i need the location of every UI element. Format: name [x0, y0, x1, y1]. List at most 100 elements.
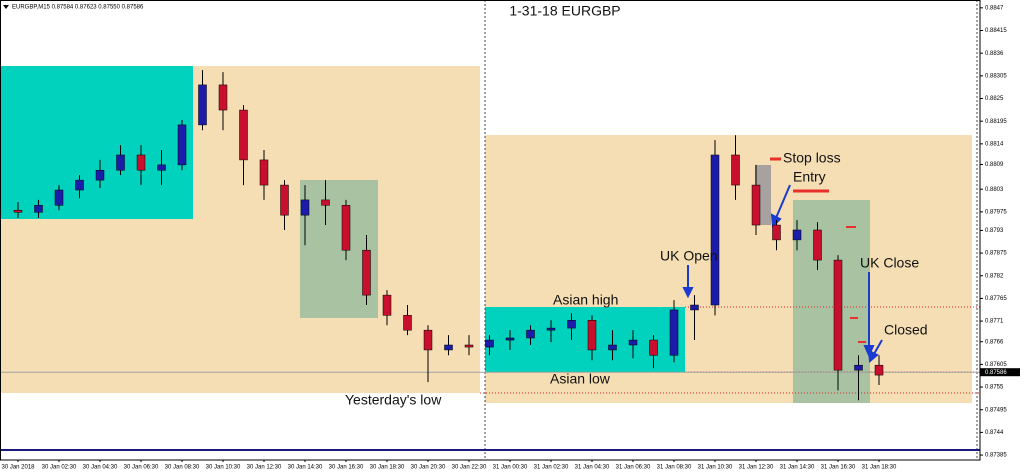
y-tick-label: 0.8744	[985, 430, 1004, 436]
current-price-label: 0.87586	[985, 370, 1007, 376]
annotation: Yesterday's low	[345, 392, 442, 408]
candle-body	[116, 154, 125, 171]
y-tick-label: 0.87975	[985, 209, 1007, 215]
candle-body	[628, 339, 638, 346]
candle-body	[608, 344, 617, 351]
candle-body	[54, 189, 64, 206]
x-tick-label: 30 Jan 02:30	[42, 465, 77, 471]
candle-body	[792, 229, 802, 241]
x-tick-label: 30 Jan 18:30	[370, 465, 405, 471]
x-tick-label: 30 Jan 08:30	[165, 465, 200, 471]
annotation: UK Close	[860, 255, 919, 271]
arrowhead	[867, 349, 879, 364]
x-tick-label: 31 Jan 02:30	[534, 465, 569, 471]
candle-body	[177, 124, 187, 166]
candle-body	[300, 199, 310, 216]
candle-body	[669, 309, 679, 356]
y-tick-label: 0.8793	[985, 228, 1004, 234]
candle-body	[157, 164, 166, 171]
candle-body	[874, 364, 884, 376]
x-tick-label: 31 Jan 04:30	[575, 465, 610, 471]
candle-body	[649, 339, 658, 356]
candle-body	[423, 329, 433, 351]
y-tick-label: 0.88195	[985, 119, 1007, 125]
x-tick-label: 31 Jan 00:30	[493, 465, 528, 471]
candle-body	[382, 294, 392, 316]
candle-body	[731, 154, 740, 186]
candle-body	[813, 229, 822, 261]
asian-session-prev	[0, 66, 193, 219]
chart-header: EURGBP,M15 0.87584 0.87623 0.87550 0.875…	[12, 5, 144, 11]
candle-body	[485, 339, 494, 348]
candle-body	[464, 344, 474, 348]
candle-body	[546, 327, 556, 331]
candle-body	[218, 84, 228, 111]
candle-body	[505, 337, 515, 341]
x-tick-label: 31 Jan 14:30	[780, 465, 815, 471]
candle-body	[526, 329, 535, 339]
annotation: Entry	[793, 169, 826, 185]
candle-body	[710, 154, 720, 306]
candle-body	[587, 320, 597, 351]
x-tick-label: 31 Jan 06:30	[616, 465, 651, 471]
candle-body	[239, 109, 248, 161]
candle-body	[95, 169, 105, 181]
y-tick-label: 0.8825	[985, 96, 1004, 102]
candle-body	[13, 209, 23, 213]
candle-body	[833, 259, 843, 371]
x-tick-label: 30 Jan 10:30	[206, 465, 241, 471]
y-tick-label: 0.8803	[985, 187, 1004, 193]
x-tick-label: 30 Jan 14:30	[288, 465, 323, 471]
candle-body	[567, 320, 576, 329]
asian-session	[485, 307, 685, 372]
y-tick-label: 0.87495	[985, 407, 1007, 413]
candle-body	[34, 205, 43, 213]
candle-body	[444, 344, 453, 351]
candle-body	[690, 304, 699, 311]
y-tick-label: 0.8836	[985, 51, 1004, 57]
menu-triangle	[3, 5, 9, 9]
x-tick-label: 30 Jan 2018	[1, 465, 35, 471]
x-tick-label: 31 Jan 10:30	[698, 465, 733, 471]
candle-body	[321, 199, 330, 206]
price-axis-bg	[980, 0, 1024, 473]
candle-body	[280, 184, 289, 216]
candle-body	[403, 315, 412, 331]
current-price-box	[980, 368, 1020, 377]
candle-body	[854, 364, 863, 371]
y-tick-label: 0.8814	[985, 141, 1004, 147]
x-tick-label: 31 Jan 16:30	[821, 465, 856, 471]
y-tick-label: 0.87765	[985, 296, 1007, 302]
y-tick-label: 0.88305	[985, 73, 1007, 79]
annotation: Closed	[884, 322, 928, 338]
y-tick-label: 0.87875	[985, 251, 1007, 257]
annotation: Asian high	[553, 292, 618, 308]
annotation: Asian low	[550, 371, 611, 387]
x-tick-label: 30 Jan 20:30	[411, 465, 446, 471]
y-tick-label: 0.8766	[985, 339, 1004, 345]
y-tick-label: 0.8755	[985, 385, 1004, 391]
x-tick-label: 30 Jan 16:30	[329, 465, 364, 471]
candle-body	[75, 179, 84, 191]
y-tick-label: 0.8771	[985, 319, 1004, 325]
annotation: Stop loss	[783, 150, 841, 166]
candle-body	[772, 224, 781, 241]
arrowhead	[682, 287, 694, 299]
x-tick-label: 30 Jan 22:30	[452, 465, 487, 471]
chart-title: 1-31-18 EURGBP	[509, 3, 620, 19]
y-tick-label: 0.87605	[985, 362, 1007, 368]
x-tick-label: 30 Jan 12:30	[247, 465, 282, 471]
arrow	[873, 339, 883, 355]
x-tick-label: 30 Jan 06:30	[124, 465, 159, 471]
candle-body	[136, 154, 146, 171]
y-tick-label: 0.8782	[985, 273, 1004, 279]
x-tick-label: 30 Jan 04:30	[83, 465, 118, 471]
candle-body	[341, 205, 351, 251]
annotation: UK Open	[660, 248, 718, 264]
candle-body	[362, 249, 371, 296]
y-tick-label: 0.87385	[985, 453, 1007, 459]
y-tick-label: 0.8847	[985, 5, 1004, 11]
candle-body	[198, 84, 207, 126]
candle-body	[259, 159, 269, 186]
